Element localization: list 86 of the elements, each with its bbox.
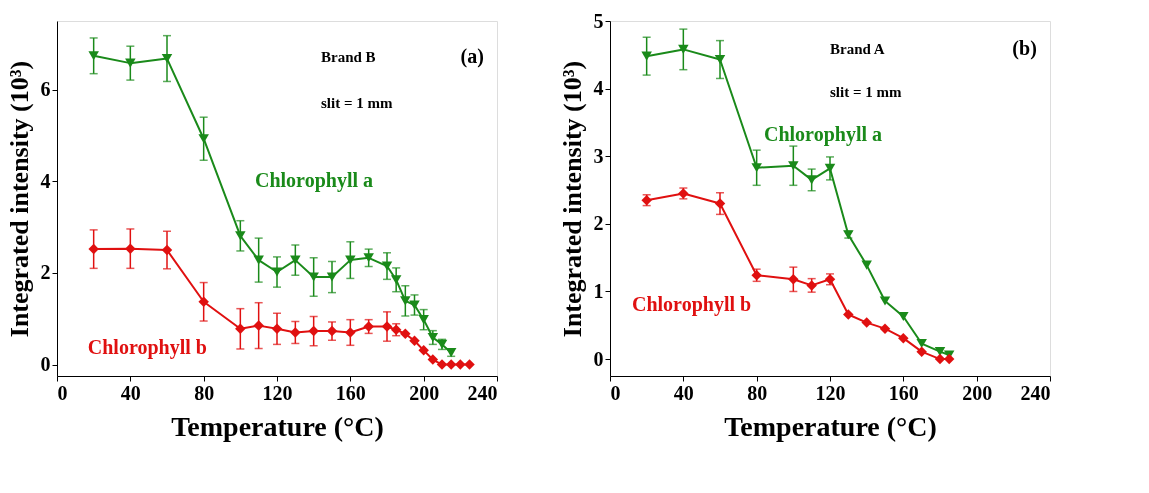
point <box>125 243 136 254</box>
point <box>861 317 872 328</box>
point <box>418 315 429 325</box>
point <box>235 231 246 241</box>
y-axis-title: Integrated intensity (10³) <box>4 60 34 338</box>
point <box>308 325 319 337</box>
point <box>427 332 439 343</box>
point <box>464 359 475 370</box>
point <box>400 328 411 340</box>
y-tick-label: 3 <box>593 144 604 167</box>
annotation: slit = 1 mm <box>830 84 902 100</box>
point <box>390 275 402 285</box>
point <box>843 309 854 320</box>
annotation: (b) <box>1012 37 1037 61</box>
point <box>678 44 689 54</box>
point <box>125 58 136 68</box>
annotation: Brand A <box>830 41 885 58</box>
point <box>824 163 836 173</box>
point <box>898 332 909 344</box>
x-tick-label: 120 <box>262 381 293 404</box>
x-tick-label: 200 <box>962 381 993 404</box>
point <box>363 253 374 263</box>
point <box>161 54 173 64</box>
y-tick-label: 0 <box>593 347 604 370</box>
series-label: Chlorophyll a <box>764 122 882 146</box>
x-tick-label: 120 <box>815 381 846 404</box>
x-tick-label: 160 <box>888 381 919 404</box>
point <box>418 345 429 356</box>
x-tick-label: 0 <box>57 381 68 404</box>
point <box>409 300 420 310</box>
point <box>381 261 393 271</box>
x-tick-label: 80 <box>747 381 768 404</box>
x-axis-title: Temperature (°C) <box>724 410 937 442</box>
point <box>898 311 909 322</box>
x-tick-label: 80 <box>194 381 215 404</box>
point <box>381 321 393 332</box>
x-axis-title: Temperature (°C) <box>171 410 384 442</box>
x-tick-label: 0 <box>610 381 621 404</box>
point <box>271 267 283 277</box>
point <box>161 244 173 256</box>
y-axis-title: Integrated intensity (10³) <box>557 60 587 338</box>
x-tick-label: 40 <box>673 381 694 404</box>
point <box>198 296 209 308</box>
point <box>326 325 338 337</box>
point <box>271 323 283 335</box>
point <box>427 354 439 365</box>
point <box>714 198 726 209</box>
point <box>934 353 946 365</box>
series-label: Chlorophyll a <box>255 168 373 192</box>
point <box>788 161 799 171</box>
y-tick-label: 2 <box>593 212 604 235</box>
series-label: Chlorophyll b <box>632 293 752 316</box>
point <box>400 296 411 306</box>
x-tick-label: 160 <box>335 381 366 404</box>
y-tick-label: 0 <box>40 353 51 376</box>
annotation: (a) <box>460 44 484 68</box>
point <box>290 327 301 338</box>
y-tick-label: 4 <box>40 169 51 192</box>
y-tick-label: 6 <box>40 78 51 101</box>
y-tick-label: 5 <box>593 9 604 32</box>
point <box>345 327 356 338</box>
y-tick-label: 2 <box>40 261 51 284</box>
annotation: slit = 1 mm <box>321 94 393 111</box>
point <box>788 274 799 285</box>
point <box>879 323 891 334</box>
x-tick-label: 240 <box>467 381 498 404</box>
y-tick-label: 4 <box>593 77 604 100</box>
point <box>455 359 466 370</box>
point <box>879 296 891 306</box>
x-tick-label: 40 <box>120 381 141 404</box>
point <box>235 323 246 335</box>
point <box>641 51 652 61</box>
point <box>409 335 420 346</box>
point <box>253 320 264 331</box>
point <box>751 163 762 173</box>
point <box>714 55 726 65</box>
point <box>916 346 927 357</box>
annotation: Brand B <box>321 48 376 65</box>
point <box>326 272 338 282</box>
series-label: Chlorophyll b <box>87 335 207 359</box>
point <box>88 243 99 255</box>
x-tick-label: 200 <box>409 381 440 404</box>
point <box>806 175 817 185</box>
point <box>88 51 99 61</box>
y-tick-label: 1 <box>593 279 604 302</box>
x-tick-label: 240 <box>1020 381 1051 404</box>
